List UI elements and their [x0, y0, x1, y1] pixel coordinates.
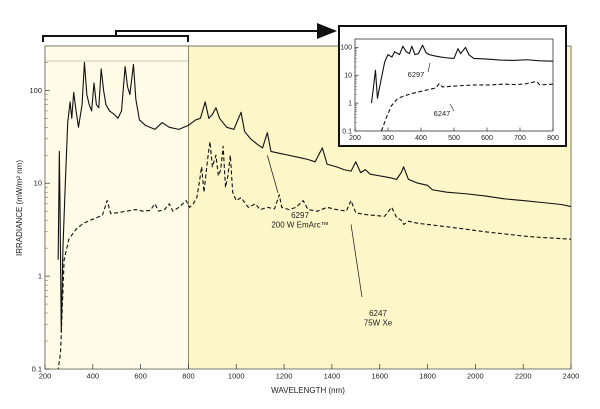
series-line-emarc-200w — [57, 61, 571, 333]
y-tick-label-0.1: 0.1 — [32, 365, 42, 374]
inset-annotation-label: 6297 — [408, 70, 425, 79]
x-tick-label-600: 600 — [134, 372, 147, 381]
y-tick-label-100: 100 — [340, 45, 352, 52]
shaded-region-200-800nm — [44, 45, 189, 370]
annotation-leader — [267, 155, 279, 194]
y-tick-label-100: 100 — [29, 86, 42, 95]
series-line-xe-75w — [380, 80, 553, 131]
x-tick-label-1600: 1600 — [371, 372, 388, 381]
annotation-leader — [350, 224, 363, 298]
inset-annotation-leader — [427, 62, 431, 73]
inset-annotation-leader — [449, 103, 455, 112]
x-tick-label-200: 200 — [349, 135, 361, 142]
x-tick-label-300: 300 — [382, 135, 394, 142]
x-tick-label-800: 800 — [547, 135, 559, 142]
y-axis-title: IRRADIANCE (mW/m² nm) — [15, 160, 24, 256]
x-tick-label-1000: 1000 — [228, 372, 245, 381]
zoom-arrow — [115, 23, 337, 39]
x-tick-label-2000: 2000 — [467, 372, 484, 381]
x-tick-label-400: 400 — [87, 372, 100, 381]
main-axes: 200 400 600 800 1000 1200 1400 1600 1800 2000 2200… — [29, 62, 580, 381]
x-tick-label-1400: 1400 — [324, 372, 341, 381]
x-tick-label-200: 200 — [39, 372, 52, 381]
annotation-label: 75W Xe — [364, 319, 393, 328]
y-tick-label-10: 10 — [34, 179, 42, 188]
x-tick-label-2200: 2200 — [515, 372, 532, 381]
inset-annotation-label: 6247 — [434, 109, 451, 118]
annotation-label: 200 W EmArc™ — [271, 221, 328, 230]
x-axis-title: WAVELENGTH (nm) — [271, 386, 345, 395]
x-tick-label-1200: 1200 — [276, 372, 293, 381]
inset-plot-area — [354, 38, 554, 132]
inset-series — [370, 44, 553, 131]
x-tick-label-700: 700 — [514, 135, 526, 142]
x-tick-label-1800: 1800 — [419, 372, 436, 381]
x-tick-label-500: 500 — [448, 135, 460, 142]
inset-axes: 200 300 400 500 600 700 800 0.1 1 10 100 — [340, 45, 559, 142]
x-tick-label-800: 800 — [182, 372, 195, 381]
y-tick-label-0.1: 0.1 — [342, 128, 352, 135]
y-tick-label-10: 10 — [344, 73, 352, 80]
y-tick-label-1: 1 — [348, 100, 352, 107]
main-series — [57, 61, 571, 369]
series-line-emarc-200w — [370, 44, 553, 104]
series-line-xe-75w — [57, 141, 571, 369]
x-tick-label-400: 400 — [415, 135, 427, 142]
annotation-label: 6247 — [369, 309, 387, 318]
y-tick-label-1: 1 — [38, 272, 42, 281]
x-tick-label-600: 600 — [481, 135, 493, 142]
x-tick-label-2400: 2400 — [563, 372, 580, 381]
annotation-label: 6297 — [291, 211, 309, 220]
zoom-bracket — [42, 35, 189, 42]
inset-annotations: 6297 6247 — [408, 62, 455, 118]
